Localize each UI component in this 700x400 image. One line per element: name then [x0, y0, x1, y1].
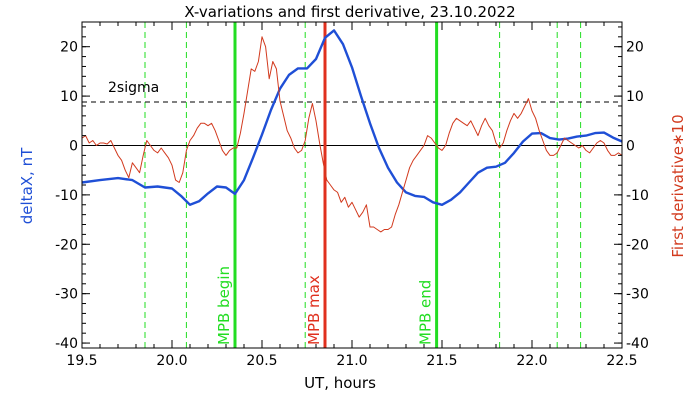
x-axis-label: UT, hours: [304, 374, 376, 392]
marker-label-0: MPB begin: [215, 266, 233, 345]
y-tick-label-left-5: -30: [55, 287, 78, 303]
y-tick-label-left-2: 0: [69, 138, 78, 154]
marker-label-2: MPB end: [417, 280, 435, 345]
marker-label-1: MPB max: [305, 275, 323, 345]
sigma-label: 2sigma: [108, 80, 159, 96]
x-tick-label-1: 20.0: [156, 353, 187, 369]
x-tick-label-2: 20.5: [246, 353, 277, 369]
y-tick-label-left-6: -40: [55, 336, 78, 352]
y-tick-label-right-1: 10: [626, 89, 644, 105]
series-derivative: [81, 36, 623, 233]
x-tick-label-3: 21.0: [336, 353, 367, 369]
y-tick-label-left-1: 10: [60, 89, 78, 105]
x-tick-label-5: 22.0: [516, 353, 547, 369]
y-tick-label-left-0: 20: [60, 40, 78, 56]
y-tick-label-right-5: -30: [626, 287, 649, 303]
y-tick-label-right-2: 0: [626, 138, 635, 154]
x-tick-label-6: 22.5: [606, 353, 637, 369]
chart-title: X-variations and first derivative, 23.10…: [184, 3, 515, 21]
y-tick-label-right-4: -20: [626, 237, 649, 253]
y-tick-label-left-4: -20: [55, 237, 78, 253]
x-tick-label-0: 19.5: [66, 353, 97, 369]
y-axis-label-left: deltaX, nT: [18, 147, 36, 224]
y-tick-label-left-3: -10: [55, 188, 78, 204]
x-tick-label-4: 21.5: [426, 353, 457, 369]
plot-area: 2sigma MPB begin MPB max MPB end 19.5 20.0 20.…: [55, 21, 649, 369]
y-axis-label-right: First derivative∗10: [669, 114, 687, 257]
y-tick-label-right-0: 20: [626, 40, 644, 56]
y-tick-label-right-6: -40: [626, 336, 649, 352]
y-tick-label-right-3: -10: [626, 188, 649, 204]
series-deltaX: [81, 29, 623, 207]
